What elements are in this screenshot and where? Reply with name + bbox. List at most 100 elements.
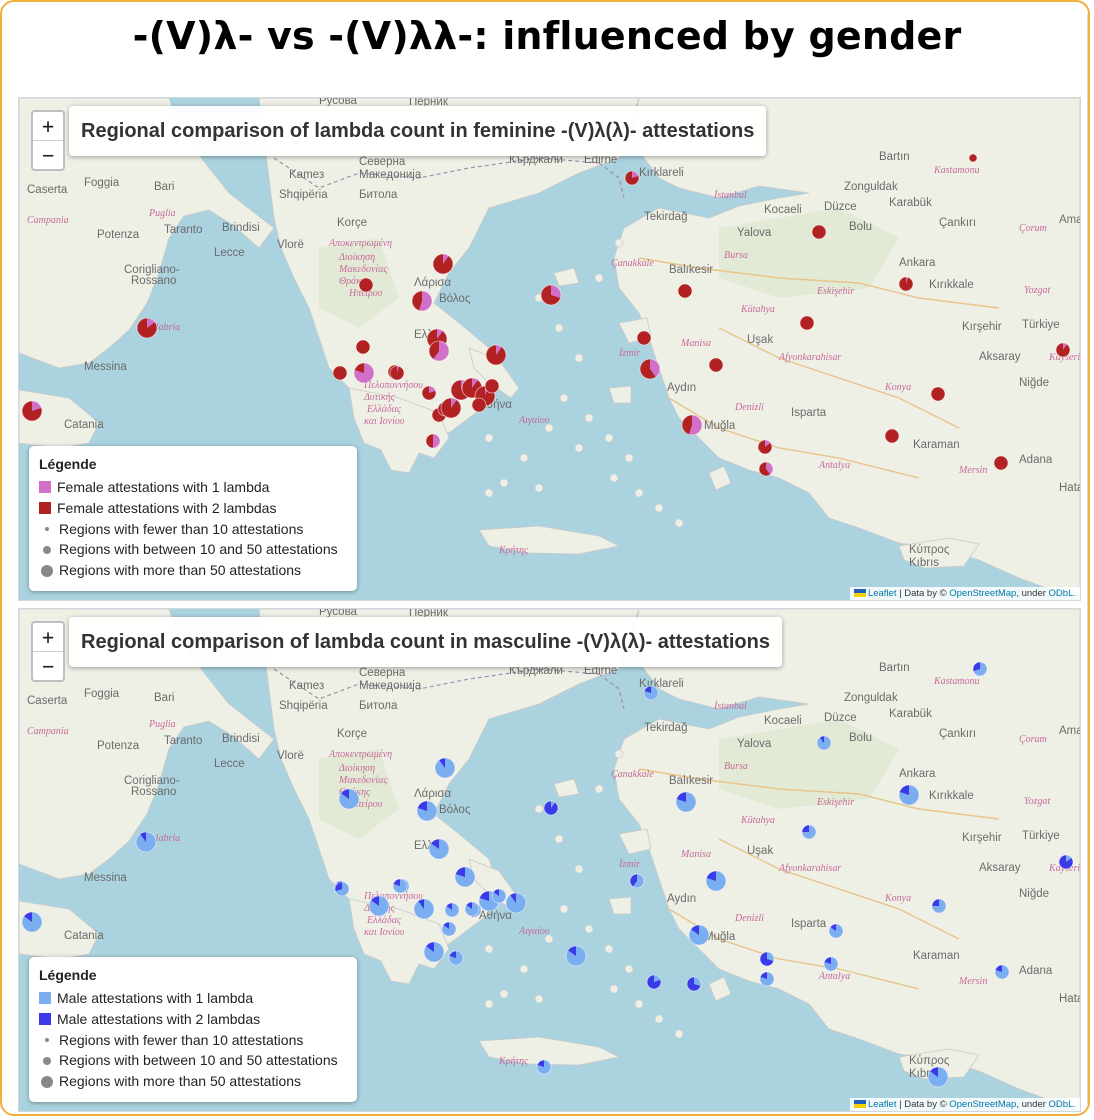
- pie-marker[interactable]: [688, 924, 710, 946]
- pie-marker[interactable]: [543, 800, 559, 816]
- pie-marker[interactable]: [1058, 854, 1074, 870]
- pie-marker[interactable]: [454, 866, 476, 888]
- pie-marker[interactable]: [624, 170, 640, 186]
- pie-marker[interactable]: [823, 956, 839, 972]
- place-label: Edirne: [584, 154, 617, 166]
- place-label: Tekirdağ: [644, 722, 687, 734]
- pie-marker[interactable]: [675, 791, 697, 813]
- pie-marker[interactable]: [705, 870, 727, 892]
- pie-marker[interactable]: [681, 414, 703, 436]
- pie-marker[interactable]: [444, 902, 460, 918]
- size-dot-small: [45, 526, 49, 531]
- pie-marker[interactable]: [358, 277, 374, 293]
- pie-marker[interactable]: [972, 661, 988, 677]
- pie-marker[interactable]: [353, 362, 375, 384]
- pie-marker[interactable]: [1055, 342, 1071, 358]
- pie-marker[interactable]: [21, 911, 43, 933]
- pie-marker[interactable]: [441, 921, 457, 937]
- place-label: Kastamonu: [933, 165, 980, 176]
- pie-marker[interactable]: [801, 824, 817, 840]
- odbl-link[interactable]: ODbL.: [1048, 588, 1076, 599]
- pie-marker[interactable]: [643, 685, 659, 701]
- zoom-out-button[interactable]: −: [33, 140, 63, 169]
- pie-marker[interactable]: [448, 950, 464, 966]
- pie-marker[interactable]: [930, 386, 946, 402]
- pie-marker[interactable]: [425, 433, 441, 449]
- place-label: Isparta: [791, 918, 827, 930]
- osm-link[interactable]: OpenStreetMap: [949, 588, 1017, 599]
- pie-marker[interactable]: [434, 757, 456, 779]
- pie-marker[interactable]: [464, 901, 480, 917]
- pie-marker[interactable]: [931, 898, 947, 914]
- pie-marker[interactable]: [484, 378, 500, 394]
- pie-marker[interactable]: [485, 344, 507, 366]
- pie-marker[interactable]: [491, 888, 507, 904]
- map-feminine[interactable]: Caserta Foggia Bari Campania Puglia Potenza Ta…: [18, 97, 1081, 601]
- pie-marker[interactable]: [759, 971, 775, 987]
- pie-marker[interactable]: [994, 964, 1010, 980]
- pie-marker[interactable]: [413, 898, 435, 920]
- pie-marker[interactable]: [21, 400, 43, 422]
- pie-marker[interactable]: [708, 357, 724, 373]
- pie-marker[interactable]: [629, 873, 645, 889]
- pie-marker[interactable]: [759, 951, 775, 967]
- pie-marker[interactable]: [884, 428, 900, 444]
- pie-marker[interactable]: [505, 892, 527, 914]
- pie-marker[interactable]: [686, 976, 702, 992]
- place-label: Λάρισα: [414, 277, 452, 289]
- pie-marker[interactable]: [338, 788, 360, 810]
- pie-marker[interactable]: [432, 253, 454, 275]
- place-label: Aksaray: [979, 351, 1021, 363]
- pie-marker[interactable]: [392, 878, 408, 894]
- map-masculine[interactable]: Caserta Foggia Bari Campania Puglia Potenza Ta…: [18, 608, 1081, 1112]
- zoom-out-button[interactable]: −: [33, 651, 63, 680]
- pie-marker[interactable]: [389, 365, 405, 381]
- legend-size-entry: Regions with more than 50 attestations: [39, 560, 347, 581]
- pie-marker[interactable]: [828, 923, 844, 939]
- pie-marker[interactable]: [757, 439, 773, 455]
- pie-marker[interactable]: [811, 224, 827, 240]
- pie-marker[interactable]: [471, 397, 487, 413]
- pie-marker[interactable]: [816, 735, 832, 751]
- pie-marker[interactable]: [639, 358, 661, 380]
- pie-marker[interactable]: [332, 365, 348, 381]
- pie-marker[interactable]: [758, 461, 774, 477]
- leaflet-link[interactable]: Leaflet: [867, 588, 897, 599]
- pie-marker[interactable]: [898, 784, 920, 806]
- pie-marker[interactable]: [411, 290, 433, 312]
- pie-marker[interactable]: [440, 397, 462, 419]
- osm-link[interactable]: OpenStreetMap: [949, 1099, 1017, 1110]
- place-label: Antalya: [818, 971, 850, 982]
- pie-marker[interactable]: [428, 340, 450, 362]
- zoom-in-button[interactable]: +: [41, 114, 55, 138]
- pie-marker[interactable]: [135, 831, 157, 853]
- pie-marker[interactable]: [799, 315, 815, 331]
- leaflet-link[interactable]: Leaflet: [867, 1099, 897, 1110]
- pie-marker[interactable]: [646, 974, 662, 990]
- pie-marker[interactable]: [677, 283, 693, 299]
- place-label: Κύπρος: [909, 544, 950, 556]
- pie-marker[interactable]: [993, 455, 1009, 471]
- pie-marker[interactable]: [423, 941, 445, 963]
- place-label: Hatay: [1059, 482, 1080, 494]
- pie-marker[interactable]: [565, 945, 587, 967]
- pie-marker[interactable]: [540, 284, 562, 306]
- pie-marker[interactable]: [636, 330, 652, 346]
- place-label: Çorum: [1019, 734, 1047, 745]
- pie-marker[interactable]: [416, 800, 438, 822]
- place-label: Βόλος: [439, 293, 471, 305]
- pie-marker[interactable]: [927, 1066, 949, 1088]
- pie-marker[interactable]: [428, 838, 450, 860]
- zoom-in-button[interactable]: +: [41, 625, 55, 649]
- pie-marker[interactable]: [136, 317, 158, 339]
- place-label: Niğde: [1019, 377, 1049, 389]
- pie-marker[interactable]: [355, 339, 371, 355]
- pie-marker[interactable]: [421, 385, 437, 401]
- pie-marker[interactable]: [334, 881, 350, 897]
- pie-marker[interactable]: [536, 1059, 552, 1075]
- place-label: Αποκεντρωμένη: [328, 238, 392, 249]
- pie-marker[interactable]: [368, 895, 390, 917]
- pie-marker[interactable]: [968, 153, 978, 163]
- odbl-link[interactable]: ODbL.: [1048, 1099, 1076, 1110]
- pie-marker[interactable]: [898, 276, 914, 292]
